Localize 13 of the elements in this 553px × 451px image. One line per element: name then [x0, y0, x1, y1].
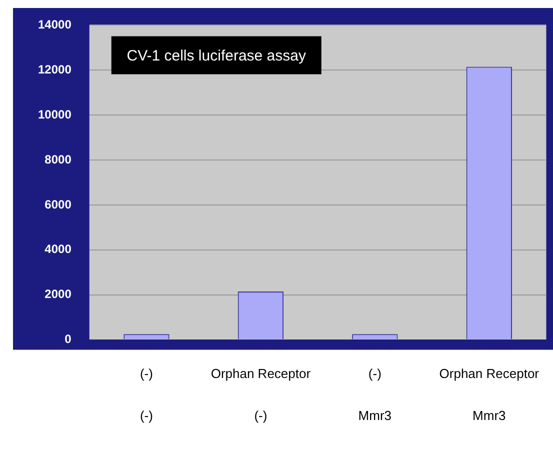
y-tick-label: 6000: [44, 197, 72, 212]
category-label: Orphan Receptor Mmr3: [439, 366, 540, 423]
y-tick-label: 12000: [38, 62, 72, 76]
text: CV-1 cells luciferase assay: [126, 47, 306, 64]
category-label: (-) Mmr3: [358, 366, 392, 423]
y-tick-label: 2000: [44, 287, 72, 302]
y-tick-label: 8000: [44, 152, 72, 166]
category-label: (-) (-): [140, 366, 153, 423]
category-label: Orphan Receptor (-): [210, 366, 311, 423]
y-tick-label: 0: [64, 332, 72, 346]
y-tick-label: 4000: [44, 242, 72, 256]
y-tick-label: 14000: [38, 18, 72, 32]
y-tick-label: 10000: [38, 107, 72, 122]
